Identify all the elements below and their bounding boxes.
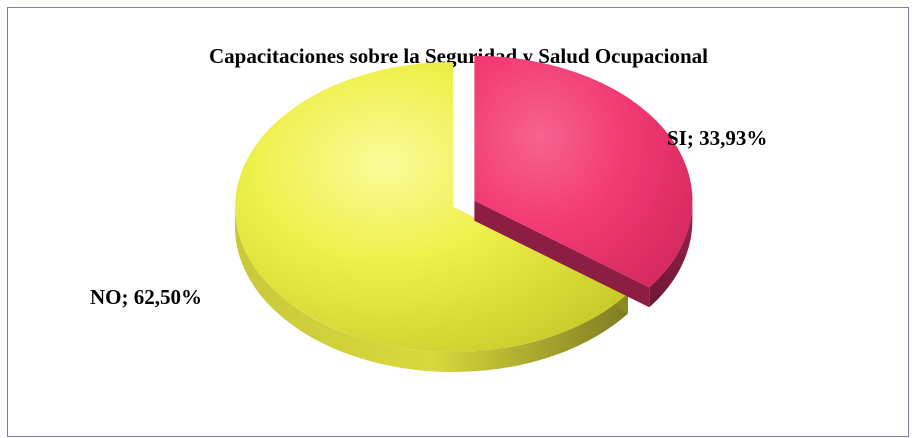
pie-label-si: SI; 33,93% bbox=[667, 126, 768, 150]
chart-title: Capacitaciones sobre la Seguridad y Salu… bbox=[208, 44, 709, 68]
pie-slice-no-side bbox=[234, 207, 628, 373]
pie-slice-si-side bbox=[649, 200, 693, 308]
pie-slice-no bbox=[235, 62, 628, 352]
pie-slice-si-cut bbox=[474, 200, 650, 308]
pie-slice-si bbox=[474, 55, 693, 288]
pie-label-no: NO; 62,50% bbox=[90, 285, 202, 309]
